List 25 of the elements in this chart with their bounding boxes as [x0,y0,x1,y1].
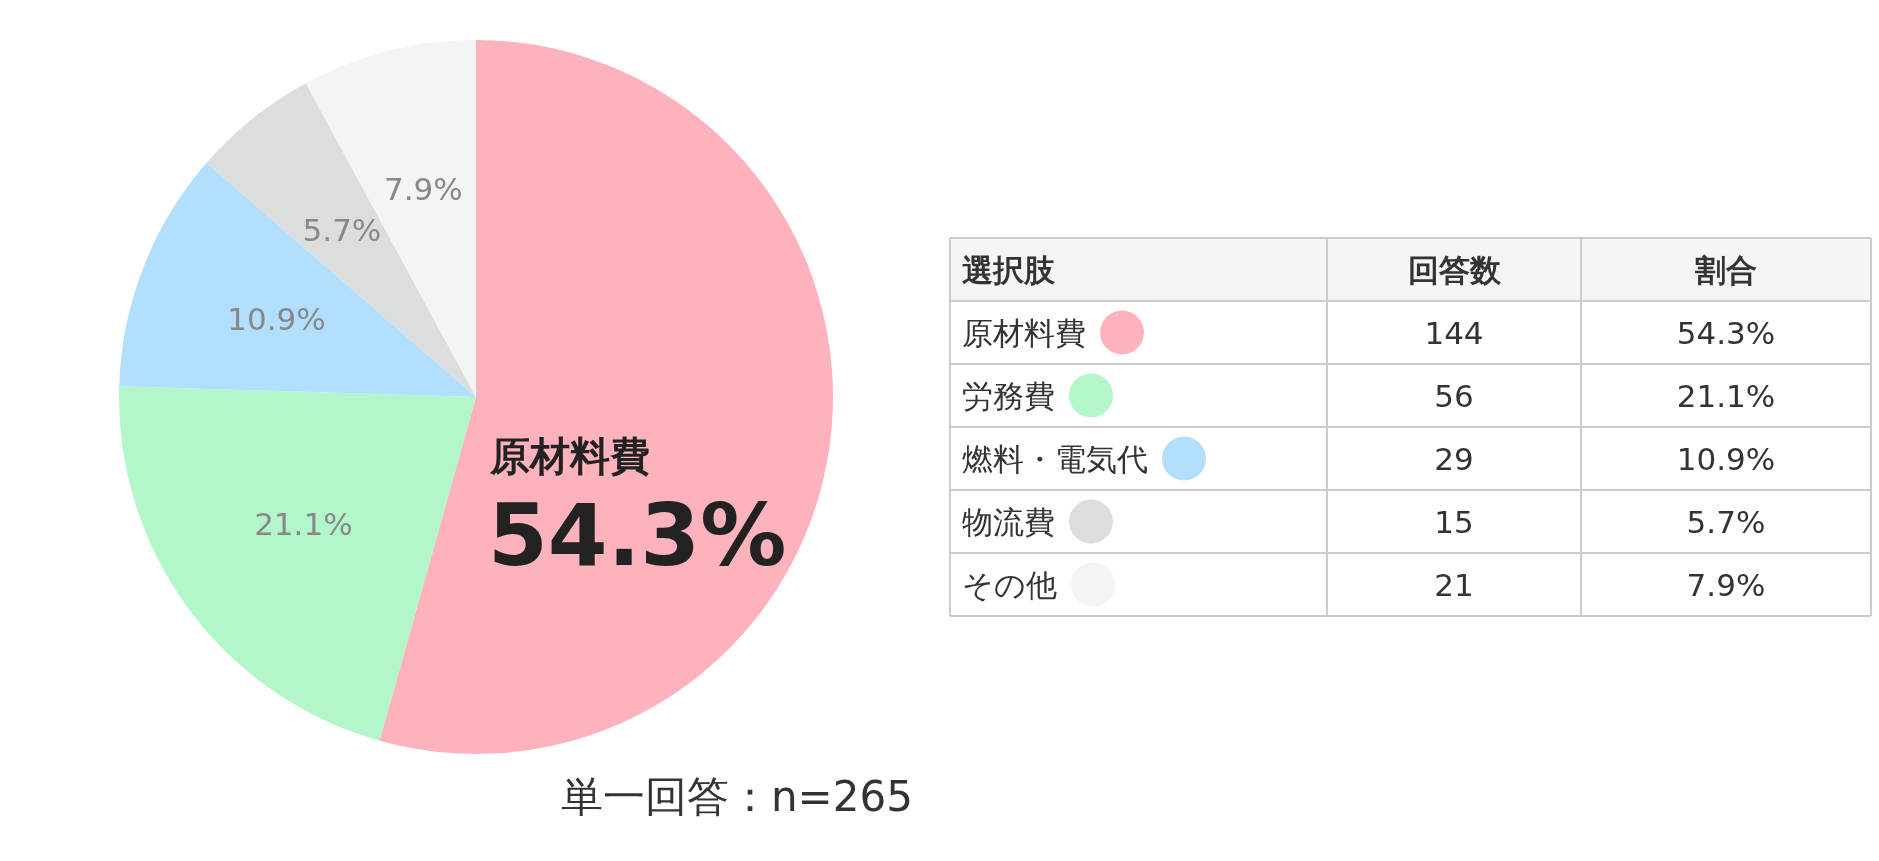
text: 54.3% [1676,314,1776,351]
slice-label: 原材料費 [489,433,650,479]
text: 21 [1434,566,1474,603]
text: 割合 [1695,251,1757,288]
text: 回答数 [1407,251,1501,288]
data-label: 10.9% [227,301,326,338]
data-label: 21.1% [254,505,353,542]
text: 15 [1434,503,1474,540]
text: 21.1% [1676,377,1776,414]
legend-label: 原材料費 [962,314,1086,351]
legend-label: 労務費 [962,377,1055,414]
text: 選択肢 [962,251,1055,288]
text: 56 [1434,377,1474,414]
text: 144 [1424,314,1484,351]
text: 10.9% [1676,440,1776,477]
text: 5.7% [1686,503,1766,540]
legend-label: 物流費 [962,503,1055,540]
data-label: 54.3% [488,485,787,585]
legend-label: 燃料・電気代 [962,440,1148,477]
data-label: 5.7% [302,211,382,248]
text: 7.9% [1686,566,1766,603]
legend-label: その他 [962,566,1057,603]
data-label: 7.9% [383,171,463,208]
text: 29 [1434,440,1474,477]
text: 単一回答：n=265 [561,772,913,821]
